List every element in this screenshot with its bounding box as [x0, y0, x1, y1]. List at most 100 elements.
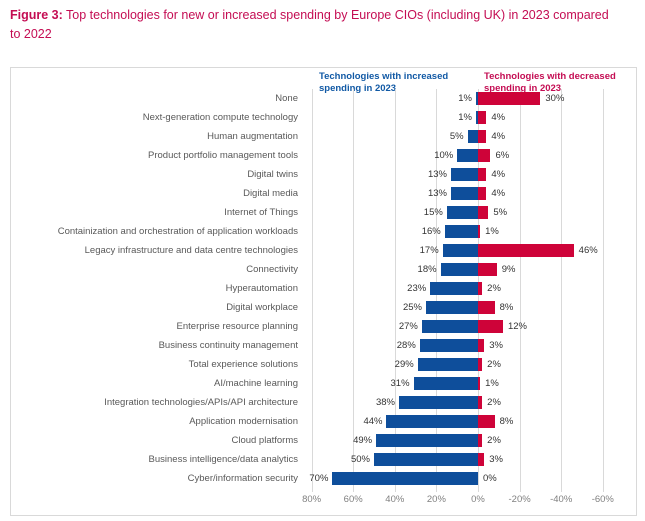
increased-spending-bar	[413, 377, 478, 390]
category-label: Business intelligence/data analytics	[148, 454, 298, 465]
increased-value-label: 70%	[309, 473, 329, 484]
increased-value-label: 13%	[427, 188, 447, 199]
decreased-value-label: 2%	[487, 359, 501, 370]
bar-row: Cloud platforms 49% 2%	[11, 431, 638, 450]
x-axis-tick-label: 20%	[426, 494, 446, 505]
increased-value-label: 10%	[434, 150, 454, 161]
decreased-spending-bar	[478, 92, 541, 105]
decreased-spending-bar	[478, 168, 487, 181]
bar-row: Integration technologies/APIs/API archit…	[11, 393, 638, 412]
bar-row: Digital twins 13% 4%	[11, 165, 638, 184]
bar-row: Human augmentation 5% 4%	[11, 127, 638, 146]
x-axis-tick-label: 80%	[302, 494, 322, 505]
increased-spending-bar	[442, 244, 478, 257]
x-axis-tick-label: 60%	[343, 494, 363, 505]
figure-title-text: Top technologies for new or increased sp…	[10, 8, 609, 42]
increased-spending-bar	[374, 453, 478, 466]
category-label: Integration technologies/APIs/API archit…	[104, 397, 298, 408]
increased-value-label: 1%	[458, 93, 472, 104]
bar-row: None 1% 30%	[11, 89, 638, 108]
decreased-value-label: 6%	[495, 150, 510, 161]
category-label: Legacy infrastructure and data centre te…	[84, 245, 298, 256]
decreased-spending-bar	[478, 339, 485, 352]
increased-spending-bar	[446, 206, 478, 219]
increased-spending-bar	[419, 339, 478, 352]
decreased-spending-bar	[478, 301, 495, 314]
decreased-value-label: 4%	[491, 169, 506, 180]
increased-spending-bar	[332, 472, 478, 485]
x-axis-tick-label: -60%	[591, 494, 614, 505]
x-axis-tick-label: -40%	[550, 494, 573, 505]
legend-decreased-spending: Technologies with decreased spending in …	[484, 71, 616, 94]
category-label: AI/machine learning	[214, 378, 298, 389]
decreased-value-label: 4%	[491, 112, 506, 123]
gridline	[394, 89, 396, 492]
category-label: Digital twins	[247, 169, 298, 180]
increased-spending-bar	[457, 149, 478, 162]
category-label: Hyperautomation	[225, 283, 298, 294]
category-label: Enterprise resource planning	[176, 321, 298, 332]
increased-spending-bar	[475, 92, 478, 105]
decreased-spending-bar	[478, 206, 489, 219]
decreased-spending-bar	[478, 225, 481, 238]
increased-value-label: 25%	[402, 302, 422, 313]
bar-row: Enterprise resource planning 27% 12%	[11, 317, 638, 336]
increased-spending-bar	[417, 358, 478, 371]
decreased-value-label: 3%	[489, 454, 503, 465]
bar-row: Digital workplace 25% 8%	[11, 298, 638, 317]
bar-row: AI/machine learning 31% 1%	[11, 374, 638, 393]
gridline	[561, 89, 563, 492]
bar-row: Hyperautomation 23% 2%	[11, 279, 638, 298]
decreased-value-label: 8%	[499, 302, 514, 313]
decreased-spending-bar	[478, 263, 497, 276]
decreased-value-label: 1%	[485, 378, 499, 389]
decreased-value-label: 8%	[499, 416, 514, 427]
figure-title: Figure 3: Top technologies for new or in…	[10, 6, 610, 45]
increased-spending-bar	[467, 130, 478, 143]
decreased-value-label: 2%	[487, 397, 501, 408]
bar-row: Next-generation compute technology 1% 4%	[11, 108, 638, 127]
category-label: Connectivity	[246, 264, 298, 275]
decreased-spending-bar	[478, 320, 503, 333]
increased-value-label: 38%	[375, 397, 395, 408]
decreased-value-label: 9%	[501, 264, 516, 275]
increased-spending-bar	[475, 111, 478, 124]
decreased-spending-bar	[478, 453, 485, 466]
decreased-value-label: 5%	[493, 207, 508, 218]
increased-spending-bar	[440, 263, 478, 276]
bar-row: Internet of Things 15% 5%	[11, 203, 638, 222]
increased-spending-bar	[398, 396, 478, 409]
increased-value-label: 18%	[417, 264, 437, 275]
increased-spending-bar	[444, 225, 478, 238]
increased-value-label: 28%	[396, 340, 416, 351]
increased-value-label: 31%	[390, 378, 410, 389]
gridline	[519, 89, 521, 492]
decreased-spending-bar	[478, 130, 487, 143]
legend-increased-spending: Technologies with increased spending in …	[319, 71, 449, 94]
decreased-value-label: 4%	[491, 188, 506, 199]
category-label: Digital workplace	[226, 302, 298, 313]
category-label: None	[275, 93, 298, 104]
category-label: Cloud platforms	[231, 435, 298, 446]
category-label: Digital media	[243, 188, 298, 199]
decreased-value-label: 3%	[489, 340, 503, 351]
category-label: Internet of Things	[224, 207, 298, 218]
decreased-value-label: 0%	[483, 473, 497, 484]
category-label: Human augmentation	[207, 131, 298, 142]
increased-value-label: 23%	[407, 283, 427, 294]
decreased-value-label: 2%	[487, 283, 501, 294]
increased-spending-bar	[430, 282, 478, 295]
increased-value-label: 50%	[350, 454, 370, 465]
bar-row: Connectivity 18% 9%	[11, 260, 638, 279]
increased-value-label: 16%	[421, 226, 441, 237]
decreased-value-label: 1%	[485, 226, 499, 237]
increased-value-label: 44%	[363, 416, 383, 427]
bar-row: Application modernisation 44% 8%	[11, 412, 638, 431]
x-axis-tick-label: -20%	[508, 494, 531, 505]
decreased-value-label: 30%	[545, 93, 565, 104]
bar-row: Legacy infrastructure and data centre te…	[11, 241, 638, 260]
increased-value-label: 49%	[353, 435, 373, 446]
increased-value-label: 13%	[427, 169, 447, 180]
decreased-spending-bar	[478, 358, 483, 371]
decreased-spending-bar	[478, 111, 487, 124]
